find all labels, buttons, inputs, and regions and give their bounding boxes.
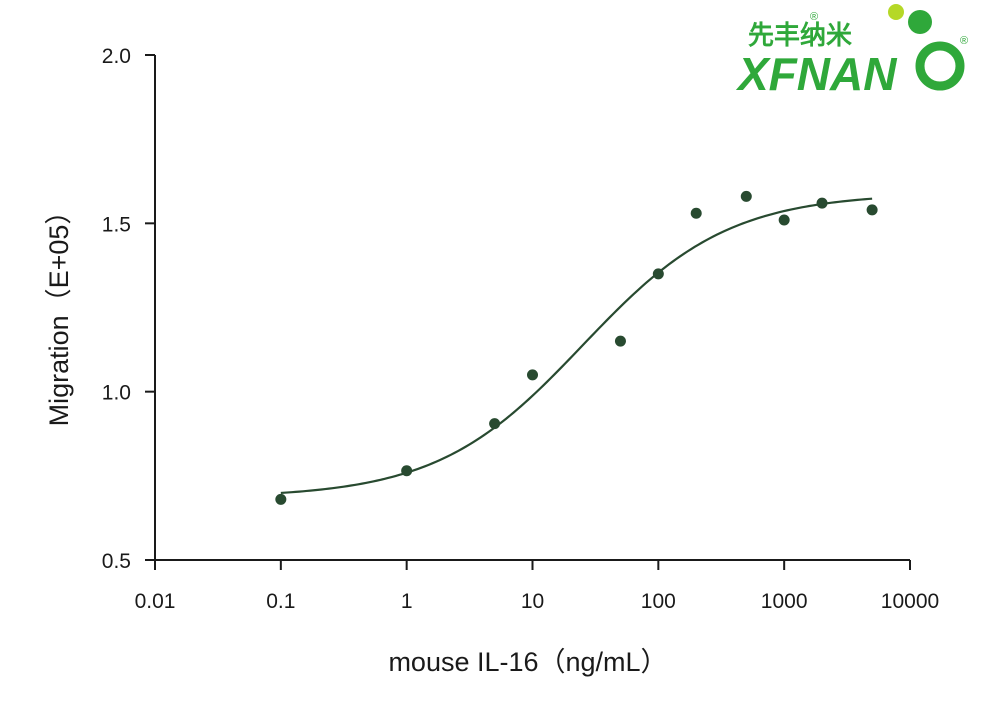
data-point <box>778 214 790 226</box>
y-tick-label: 2.0 <box>102 45 131 68</box>
x-tick-label: 10 <box>521 590 544 613</box>
x-tick-label: 0.01 <box>135 590 176 613</box>
data-point <box>816 197 828 209</box>
data-point <box>275 493 287 505</box>
logo-registered-mark-top: ® <box>810 11 818 23</box>
data-point <box>740 190 752 202</box>
logo-lime-dot-icon <box>888 4 904 20</box>
data-point <box>614 335 626 347</box>
data-point <box>652 268 664 280</box>
y-tick-label: 0.5 <box>102 550 131 573</box>
x-tick-label: 100 <box>641 590 676 613</box>
x-tick-label: 1000 <box>761 590 808 613</box>
brand-logo: 先丰纳米 ® XFNAN ® <box>735 4 968 100</box>
logo-registered-mark: ® <box>960 35 968 47</box>
x-tick-label: 0.1 <box>266 590 295 613</box>
data-point <box>527 369 538 381</box>
logo-english-text: XFNAN <box>735 48 897 100</box>
x-ticks: 0.01 0.1 1 10 100 1000 10000 <box>135 560 939 613</box>
y-axis-title: Migration（E+05） <box>44 198 74 427</box>
data-points <box>275 190 878 505</box>
x-tick-label: 1 <box>401 590 413 613</box>
data-point <box>489 418 501 430</box>
axes: 0.01 0.1 1 10 100 1000 10000 0.5 1.0 1.5 2.0 <box>102 45 939 613</box>
data-point <box>401 465 413 477</box>
logo-green-dot-icon <box>908 10 932 34</box>
y-tick-label: 1.0 <box>102 382 131 405</box>
logo-ring-icon <box>915 41 965 91</box>
y-tick-label: 1.5 <box>102 213 131 236</box>
data-point <box>690 207 702 219</box>
fit-curve <box>280 197 873 495</box>
x-tick-label: 10000 <box>881 590 939 613</box>
y-ticks: 0.5 1.0 1.5 2.0 <box>102 45 155 573</box>
logo-chinese-text: 先丰纳米 <box>748 20 852 51</box>
data-point <box>866 204 878 216</box>
x-axis-title: mouse IL-16（ng/mL） <box>388 647 667 677</box>
